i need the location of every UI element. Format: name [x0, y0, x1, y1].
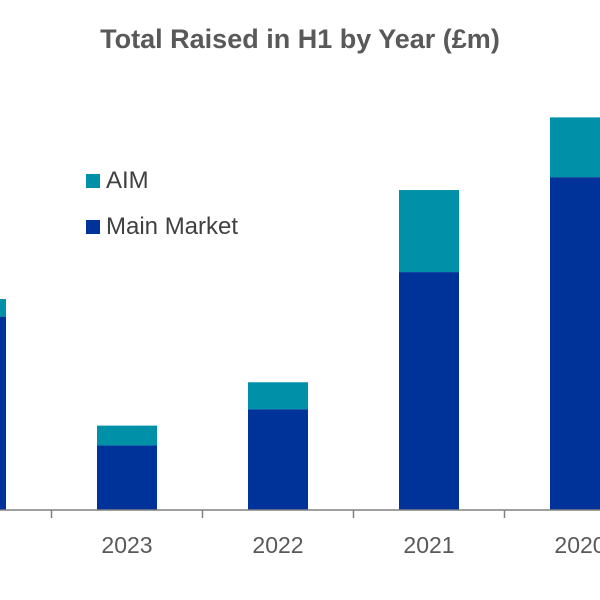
bar-main-market-2024	[0, 316, 6, 510]
chart-title: Total Raised in H1 by Year (£m)	[100, 24, 500, 54]
legend-item-main-market: Main Market	[86, 204, 238, 250]
bar-aim-2021	[399, 190, 459, 273]
legend-swatch-aim	[86, 174, 100, 188]
bar-main-market-2022	[248, 409, 308, 510]
bar-main-market-2023	[97, 445, 157, 510]
legend-item-aim: AIM	[86, 158, 238, 204]
legend-swatch-main-market	[86, 220, 100, 234]
bar-main-market-2020	[550, 177, 600, 511]
bar-main-market-2021	[399, 272, 459, 510]
x-tick-label-2021: 2021	[403, 532, 454, 558]
legend: AIM Main Market	[86, 158, 238, 250]
x-tick-label-2020: 2020	[554, 532, 600, 558]
legend-label-main-market: Main Market	[106, 213, 239, 240]
bar-aim-2024	[0, 299, 6, 317]
x-tick-label-2023: 2023	[101, 532, 152, 558]
bar-aim-2022	[248, 382, 308, 410]
legend-label-aim: AIM	[106, 167, 149, 194]
x-tick-label-2022: 2022	[252, 532, 303, 558]
bar-aim-2020	[550, 117, 600, 178]
bar-aim-2023	[97, 425, 157, 446]
